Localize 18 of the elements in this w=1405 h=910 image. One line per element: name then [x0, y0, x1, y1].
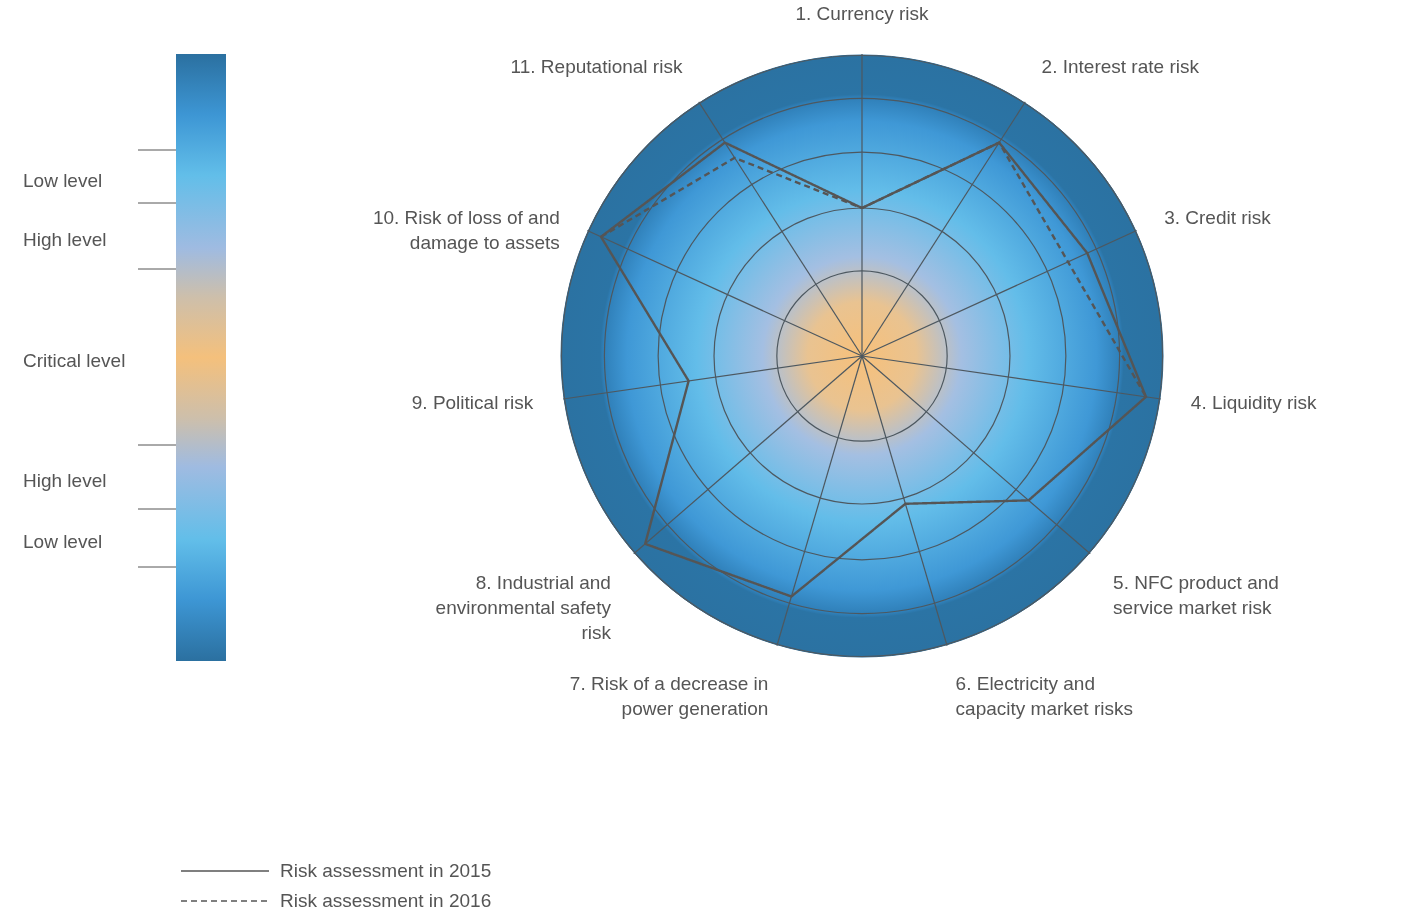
- spoke-label: 6. Electricity and capacity market risks: [955, 672, 1133, 719]
- spoke-label: 4. Liquidity risk: [1190, 392, 1317, 414]
- spoke-label: 7. Risk of a decrease in power generation: [569, 672, 769, 719]
- spoke-label: 8. Industrial and environmental safety risk: [435, 571, 612, 643]
- spoke-label: 3. Credit risk: [1164, 207, 1272, 228]
- spoke-label: 2. Interest rate risk: [1041, 55, 1200, 77]
- spoke-label: 9. Political risk: [411, 392, 534, 414]
- spoke-label: 5. NFC product and service market risk: [1113, 571, 1279, 618]
- text: Critical level: [23, 350, 126, 372]
- text: Low level: [23, 169, 103, 192]
- legend-label: Risk assessment in 2015: [280, 860, 492, 881]
- text: High level: [23, 229, 107, 251]
- spoke-label: 10. Risk of loss of and damage to assets: [372, 207, 560, 253]
- spoke-label: 1. Currency risk: [795, 2, 930, 24]
- spoke-label: 11. Reputational risk: [510, 55, 683, 77]
- text: Low level: [23, 531, 103, 553]
- legend-label: Risk assessment in 2016: [280, 890, 492, 910]
- text: High level: [23, 470, 107, 492]
